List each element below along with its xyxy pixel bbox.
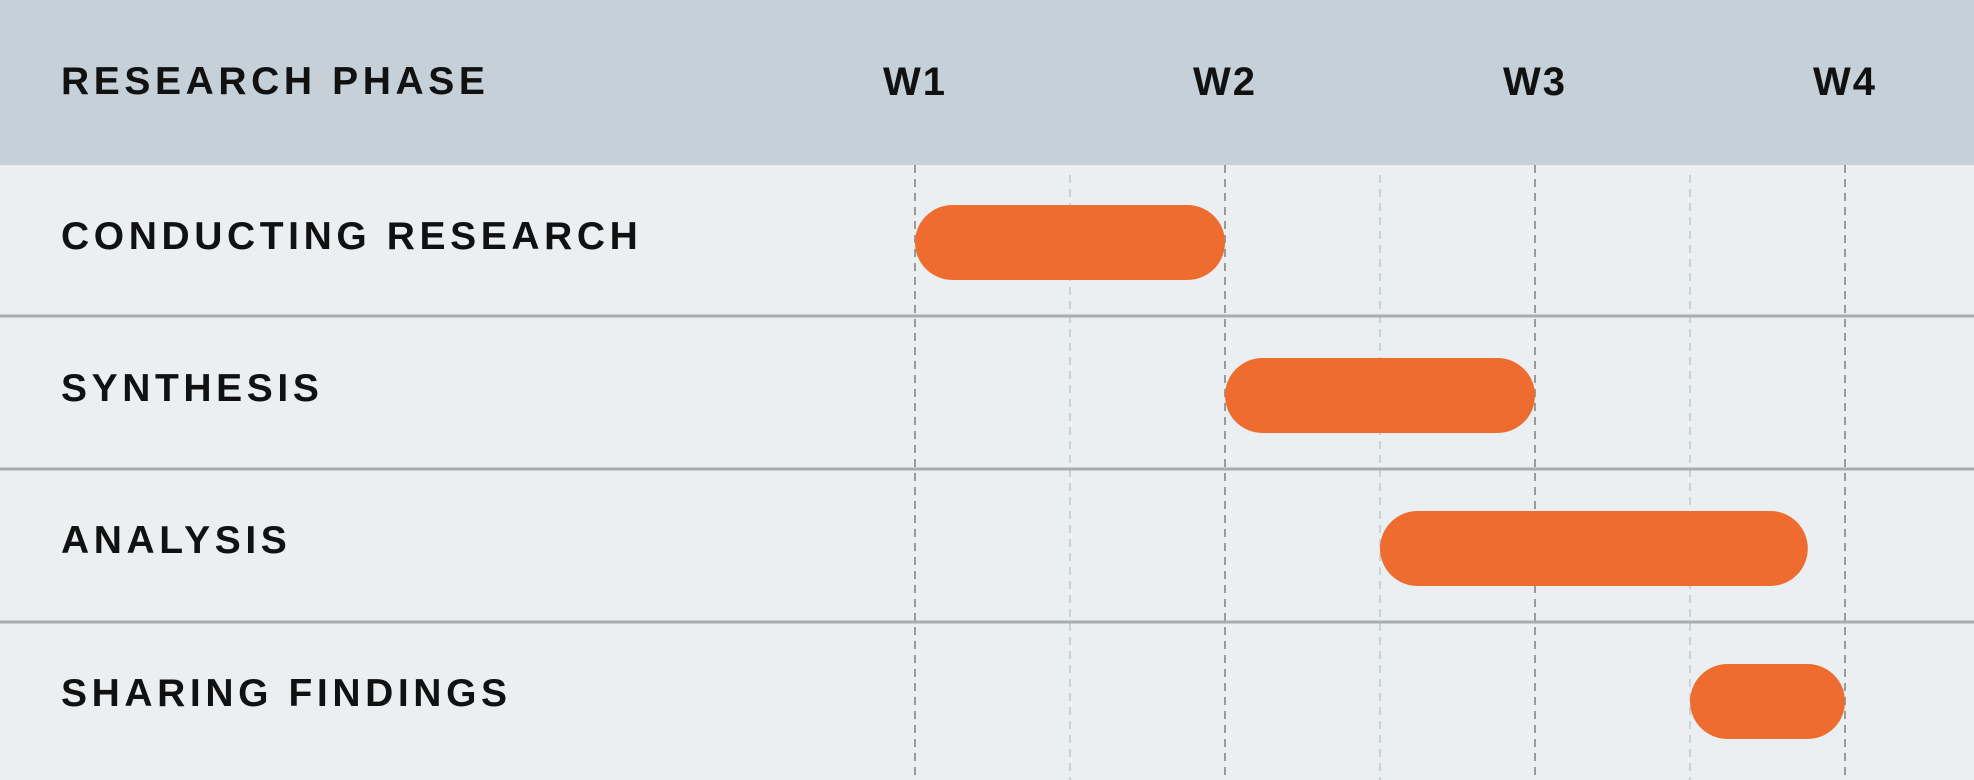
chart-title: RESEARCH PHASE (61, 60, 490, 103)
task-bar (1225, 358, 1535, 433)
task-label-synthesis: SYNTHESIS (61, 367, 324, 410)
task-bars (915, 205, 1845, 739)
task-bar (915, 205, 1225, 280)
task-label-analysis: ANALYSIS (61, 519, 292, 562)
row-dividers (0, 314, 1974, 624)
tick-label-w4: W4 (1813, 60, 1877, 104)
task-label-sharing-findings: SHARING FINDINGS (61, 672, 512, 715)
tick-label-w3: W3 (1503, 60, 1567, 104)
task-label-conducting-research: CONDUCTING RESEARCH (61, 215, 643, 258)
tick-label-w1: W1 (883, 60, 947, 104)
tick-label-w2: W2 (1193, 60, 1257, 104)
header-background (0, 0, 1974, 165)
task-bar (1380, 511, 1808, 586)
task-bar (1690, 664, 1845, 739)
